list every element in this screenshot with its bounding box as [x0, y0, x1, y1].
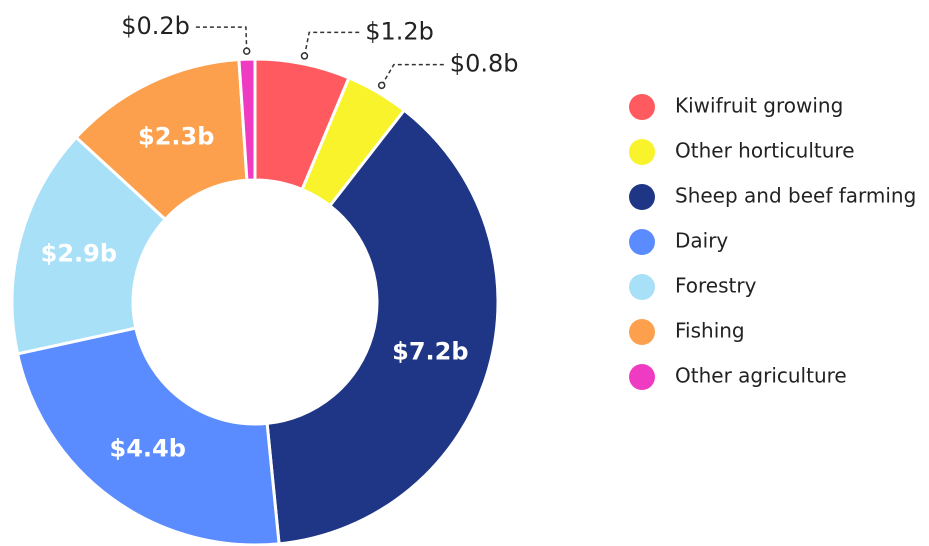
- leader-line: [195, 26, 248, 52]
- legend-swatch: [629, 139, 655, 165]
- value-label: $0.2b: [121, 12, 190, 40]
- slice: [265, 108, 500, 546]
- legend-swatch: [629, 319, 655, 345]
- legend-label: Other horticulture: [675, 139, 855, 163]
- slice: [15, 326, 281, 546]
- value-label: $4.4b: [110, 435, 186, 463]
- legend-swatch: [629, 274, 655, 300]
- leader-line: [303, 31, 360, 57]
- legend-swatch: [629, 364, 655, 390]
- legend-label: Other agriculture: [675, 364, 847, 388]
- leader-dot: [377, 81, 386, 90]
- legend-label: Dairy: [675, 229, 728, 253]
- legend-label: Forestry: [675, 274, 757, 298]
- legend-label: Kiwifruit growing: [675, 94, 843, 118]
- legend-swatch: [629, 184, 655, 210]
- leader-dot: [300, 52, 309, 60]
- value-label: $0.8b: [450, 50, 519, 78]
- legend-label: Sheep and beef farming: [675, 184, 916, 208]
- leader-line: [381, 63, 444, 86]
- slice: [10, 135, 168, 356]
- value-label: $2.9b: [41, 239, 117, 267]
- value-label: $1.2b: [365, 17, 434, 45]
- slice: [237, 57, 257, 182]
- legend-swatch: [629, 229, 655, 255]
- legend-swatch: [629, 94, 655, 120]
- value-label: $7.2b: [392, 338, 468, 366]
- value-label: $2.3b: [138, 122, 214, 150]
- legend-label: Fishing: [675, 319, 745, 343]
- leader-dot: [242, 47, 251, 55]
